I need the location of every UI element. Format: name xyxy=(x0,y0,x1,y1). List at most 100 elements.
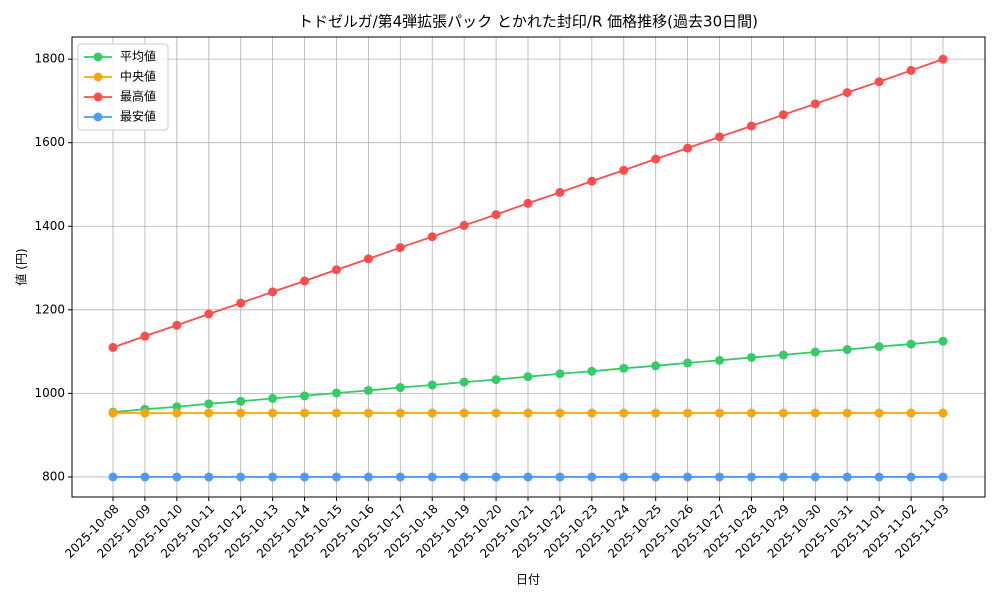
data-point xyxy=(683,358,693,368)
chart-title: トドゼルガ/第4弾拡張パック とかれた封印/R 価格推移(過去30日間) xyxy=(298,13,758,31)
data-point xyxy=(172,472,182,482)
data-point xyxy=(331,408,341,418)
data-point xyxy=(938,54,948,64)
data-point xyxy=(778,350,788,360)
plot-frame xyxy=(71,36,986,498)
y-axis-label: 値 (円) xyxy=(14,248,29,285)
legend-label: 最高値 xyxy=(120,89,156,104)
data-point xyxy=(842,345,852,355)
data-point xyxy=(619,472,629,482)
data-point xyxy=(204,399,214,409)
data-point xyxy=(108,342,118,352)
legend-marker xyxy=(93,92,103,102)
data-point xyxy=(874,77,884,87)
y-tick-label: 1000 xyxy=(34,386,65,400)
x-axis-label: 日付 xyxy=(516,573,540,587)
data-point xyxy=(810,408,820,418)
data-point xyxy=(427,380,437,390)
data-point xyxy=(906,408,916,418)
data-point xyxy=(363,254,373,264)
data-point xyxy=(715,472,725,482)
data-point xyxy=(651,361,661,371)
data-point xyxy=(108,408,118,418)
data-point xyxy=(683,472,693,482)
data-point xyxy=(587,408,597,418)
data-point xyxy=(906,472,916,482)
data-point xyxy=(906,339,916,349)
data-point xyxy=(491,472,501,482)
data-point xyxy=(236,472,246,482)
data-point xyxy=(459,408,469,418)
data-point xyxy=(746,472,756,482)
data-point xyxy=(300,276,310,286)
data-point xyxy=(268,408,278,418)
data-point xyxy=(204,472,214,482)
data-point xyxy=(746,352,756,362)
data-point xyxy=(331,265,341,275)
data-point xyxy=(619,363,629,373)
data-point xyxy=(172,408,182,418)
data-point xyxy=(938,336,948,346)
data-point xyxy=(778,110,788,120)
data-point xyxy=(268,472,278,482)
data-point xyxy=(491,375,501,385)
data-point xyxy=(523,408,533,418)
data-point xyxy=(459,472,469,482)
data-point xyxy=(331,472,341,482)
data-point xyxy=(778,472,788,482)
legend-label: 平均値 xyxy=(120,49,156,64)
data-point xyxy=(523,472,533,482)
data-point xyxy=(587,176,597,186)
data-point xyxy=(300,391,310,401)
data-point xyxy=(204,309,214,319)
data-point xyxy=(427,472,437,482)
data-point xyxy=(555,408,565,418)
data-point xyxy=(363,408,373,418)
data-point xyxy=(491,210,501,220)
data-point xyxy=(778,408,788,418)
data-point xyxy=(651,472,661,482)
data-point xyxy=(683,408,693,418)
data-point xyxy=(842,88,852,98)
data-point xyxy=(555,187,565,197)
data-point xyxy=(268,287,278,297)
legend-marker xyxy=(93,72,103,82)
data-point xyxy=(363,385,373,395)
data-point xyxy=(331,388,341,398)
data-point xyxy=(874,408,884,418)
data-point xyxy=(938,408,948,418)
data-point xyxy=(140,408,150,418)
data-point xyxy=(842,408,852,418)
data-point xyxy=(523,372,533,382)
data-point xyxy=(491,408,501,418)
legend-label: 最安値 xyxy=(120,109,156,124)
data-point xyxy=(427,232,437,242)
data-point xyxy=(715,408,725,418)
data-point xyxy=(587,472,597,482)
data-point xyxy=(906,65,916,75)
y-tick-label: 1800 xyxy=(34,52,65,66)
data-point xyxy=(395,408,405,418)
data-point xyxy=(523,198,533,208)
legend-marker xyxy=(93,112,103,122)
data-point xyxy=(938,472,948,482)
data-point xyxy=(140,472,150,482)
data-point xyxy=(300,472,310,482)
data-point xyxy=(619,408,629,418)
data-point xyxy=(746,121,756,131)
data-point xyxy=(395,472,405,482)
data-point xyxy=(300,408,310,418)
y-tick-label: 800 xyxy=(42,469,65,483)
data-point xyxy=(651,154,661,164)
data-point xyxy=(459,220,469,230)
data-point xyxy=(683,143,693,153)
data-point xyxy=(236,396,246,406)
data-point xyxy=(842,472,852,482)
data-point xyxy=(395,243,405,253)
y-tick-label: 1600 xyxy=(34,135,65,149)
data-point xyxy=(395,383,405,393)
data-point xyxy=(651,408,661,418)
data-point xyxy=(555,472,565,482)
